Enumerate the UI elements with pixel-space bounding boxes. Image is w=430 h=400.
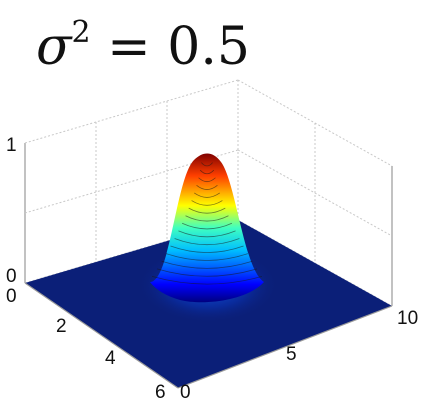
axis-x [177, 305, 393, 389]
mesh-line [166, 253, 248, 261]
title-value: 0.5 [167, 17, 250, 77]
grid-line [24, 79, 239, 144]
x-tick-label: 0 [180, 382, 191, 400]
title-symbol: σ [36, 17, 73, 77]
mesh-line [194, 192, 220, 198]
mesh-line [188, 207, 226, 214]
surface-peak [150, 153, 264, 303]
chart-title: σ2 = 0.5 [36, 15, 250, 77]
mesh-line [170, 245, 244, 253]
title-operator: = [91, 17, 168, 77]
mesh-line [198, 177, 216, 183]
x-tick-label: 5 [286, 344, 297, 365]
y-tick-label: 4 [105, 348, 116, 369]
mesh-line [174, 238, 240, 246]
mesh-line [196, 185, 218, 190]
mesh-line [191, 200, 223, 206]
x-tick-label: 10 [397, 308, 418, 329]
z-tick-label: 0 [6, 266, 17, 287]
y-ticks: 0 2 4 6 [6, 286, 166, 400]
mesh-line [178, 230, 236, 238]
axis-y [24, 282, 179, 389]
mesh-line [161, 260, 253, 269]
y-tick-label: 6 [155, 382, 166, 400]
z-tick-label: 1 [6, 135, 17, 156]
surface-mesh [151, 162, 263, 285]
mesh-line [199, 169, 215, 175]
mesh-line [181, 222, 233, 230]
y-tick-label: 2 [56, 316, 67, 337]
surface [25, 153, 392, 388]
z-ticks: 1 0 [6, 135, 17, 287]
mesh-line [151, 276, 263, 285]
y-tick-label: 0 [6, 286, 17, 307]
mesh-line [156, 268, 258, 277]
mesh-line [201, 162, 213, 167]
mesh-line [185, 215, 229, 222]
title-exponent: 2 [72, 15, 91, 50]
x-ticks: 0 5 10 [180, 308, 418, 400]
